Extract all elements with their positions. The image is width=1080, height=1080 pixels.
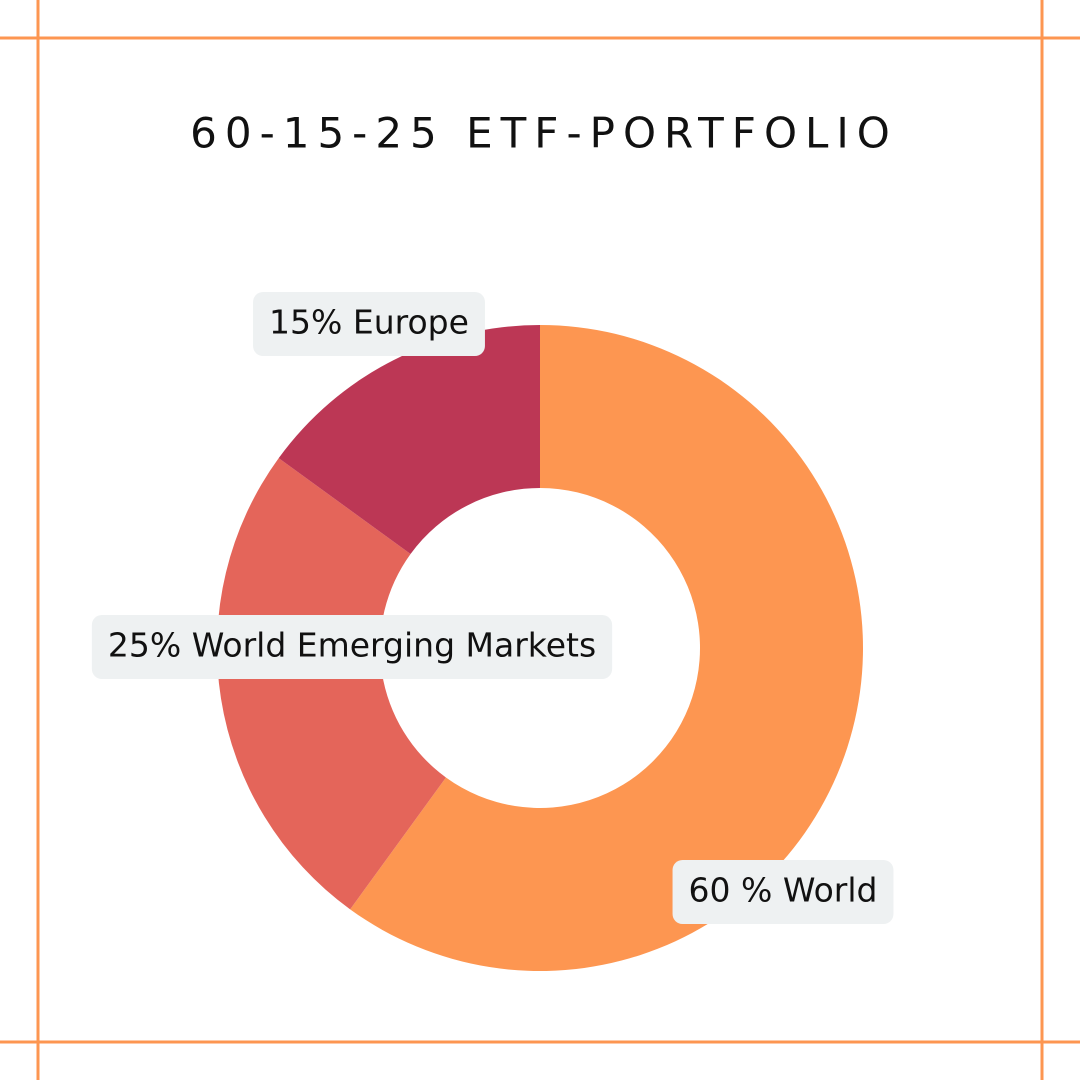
data-label: 25% World Emerging Markets — [108, 626, 596, 665]
data-label: 15% Europe — [269, 303, 469, 342]
data-label: 60 % World — [689, 871, 878, 910]
chart-title: 60-15-25 ETF-PORTFOLIO — [190, 109, 898, 158]
donut — [217, 325, 863, 972]
slice — [350, 325, 863, 972]
label-box — [91, 615, 613, 679]
labels: 60 % World 25% World Emerging Markets 15% … — [91, 292, 894, 924]
label-box — [672, 860, 894, 924]
slice — [217, 458, 446, 910]
label-box — [253, 292, 485, 356]
slice — [278, 325, 540, 554]
